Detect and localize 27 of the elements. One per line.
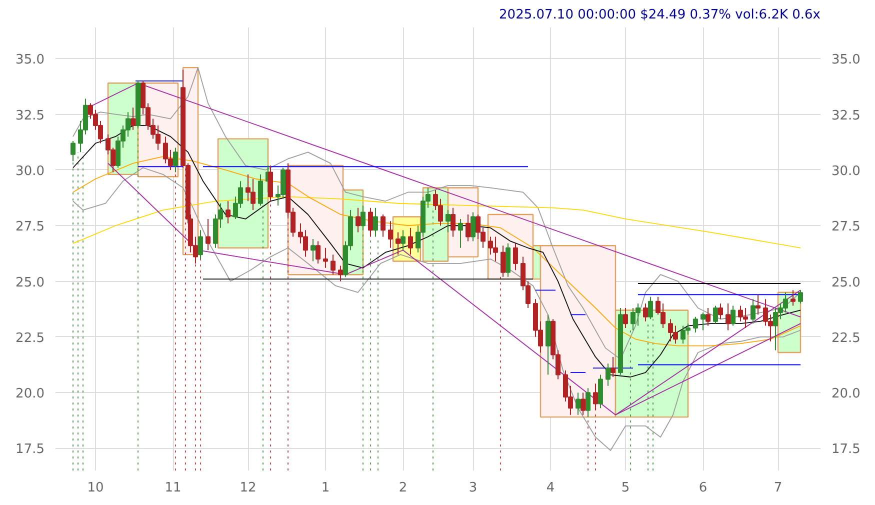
x-tick-label: 7 xyxy=(774,480,782,496)
y2-tick-label: 22.5 xyxy=(832,330,860,346)
y2-tick-label: 25.0 xyxy=(832,275,860,290)
y-tick-label: 35.0 xyxy=(16,52,45,68)
x-tick-label: 1 xyxy=(321,480,330,496)
y-tick-label: 22.5 xyxy=(16,330,45,346)
y-tick-label: 32.5 xyxy=(16,108,45,124)
x-tick-label: 11 xyxy=(164,480,182,496)
x-tick-label: 2 xyxy=(398,480,408,496)
y2-tick-label: 27.5 xyxy=(832,220,860,235)
y-tick-label: 27.5 xyxy=(16,220,45,235)
x-tick-label: 10 xyxy=(87,480,104,496)
y-tick-label: 17.5 xyxy=(16,442,45,458)
chart-title: 2025.07.10 00:00:00 $24.49 0.37% vol:6.2K 0.6x xyxy=(499,8,821,22)
y-tick-label: 30.0 xyxy=(16,164,45,179)
x-tick-label: 12 xyxy=(240,480,256,496)
y2-tick-label: 35.0 xyxy=(832,52,860,68)
y-tick-label: 20.0 xyxy=(16,386,45,402)
x-tick-label: 3 xyxy=(468,480,478,496)
y2-tick-label: 20.0 xyxy=(832,386,860,402)
y2-tick-label: 30.0 xyxy=(832,164,860,179)
y2-tick-label: 17.5 xyxy=(832,442,860,458)
x-tick-label: 6 xyxy=(698,480,708,496)
y-tick-label: 25.0 xyxy=(16,275,45,290)
x-tick-label: 4 xyxy=(546,480,555,496)
y2-tick-label: 32.5 xyxy=(832,108,860,124)
x-tick-label: 5 xyxy=(621,480,630,496)
